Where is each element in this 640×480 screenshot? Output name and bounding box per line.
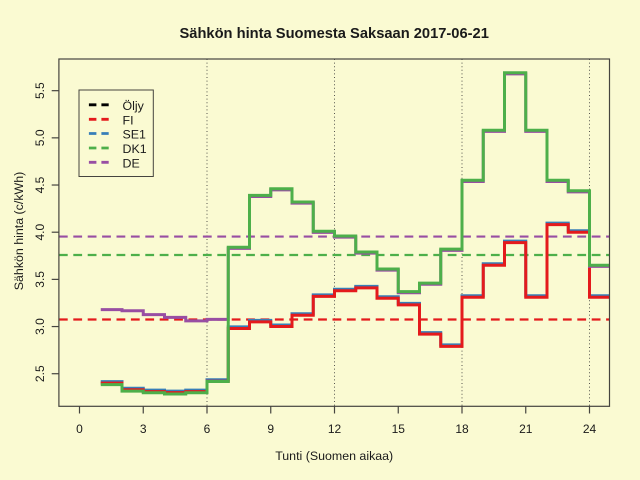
svg-text:6: 6 [204, 422, 211, 436]
svg-text:Öljy: Öljy [123, 99, 145, 113]
svg-text:SE1: SE1 [123, 128, 147, 142]
svg-text:9: 9 [267, 422, 274, 436]
svg-text:DE: DE [123, 156, 140, 170]
svg-text:3.5: 3.5 [33, 271, 47, 288]
svg-text:Sähkön hinta Suomesta Saksaan: Sähkön hinta Suomesta Saksaan 2017-06-21 [179, 26, 488, 42]
svg-text:DK1: DK1 [123, 142, 147, 156]
svg-text:0: 0 [76, 422, 83, 436]
svg-text:24: 24 [583, 422, 597, 436]
svg-text:21: 21 [519, 422, 533, 436]
svg-text:12: 12 [328, 422, 342, 436]
svg-text:18: 18 [455, 422, 469, 436]
svg-text:Tunti (Suomen aikaa): Tunti (Suomen aikaa) [275, 449, 393, 463]
svg-text:3.0: 3.0 [33, 318, 47, 335]
svg-text:2.5: 2.5 [33, 365, 47, 382]
svg-text:4.5: 4.5 [33, 176, 47, 193]
svg-text:3: 3 [140, 422, 147, 436]
svg-text:Sähkön hinta (c/kWh): Sähkön hinta (c/kWh) [12, 172, 26, 290]
svg-text:5.0: 5.0 [33, 129, 47, 146]
svg-text:4.0: 4.0 [33, 224, 47, 241]
svg-text:5.5: 5.5 [33, 82, 47, 99]
svg-text:FI: FI [123, 113, 134, 127]
svg-text:15: 15 [392, 422, 406, 436]
